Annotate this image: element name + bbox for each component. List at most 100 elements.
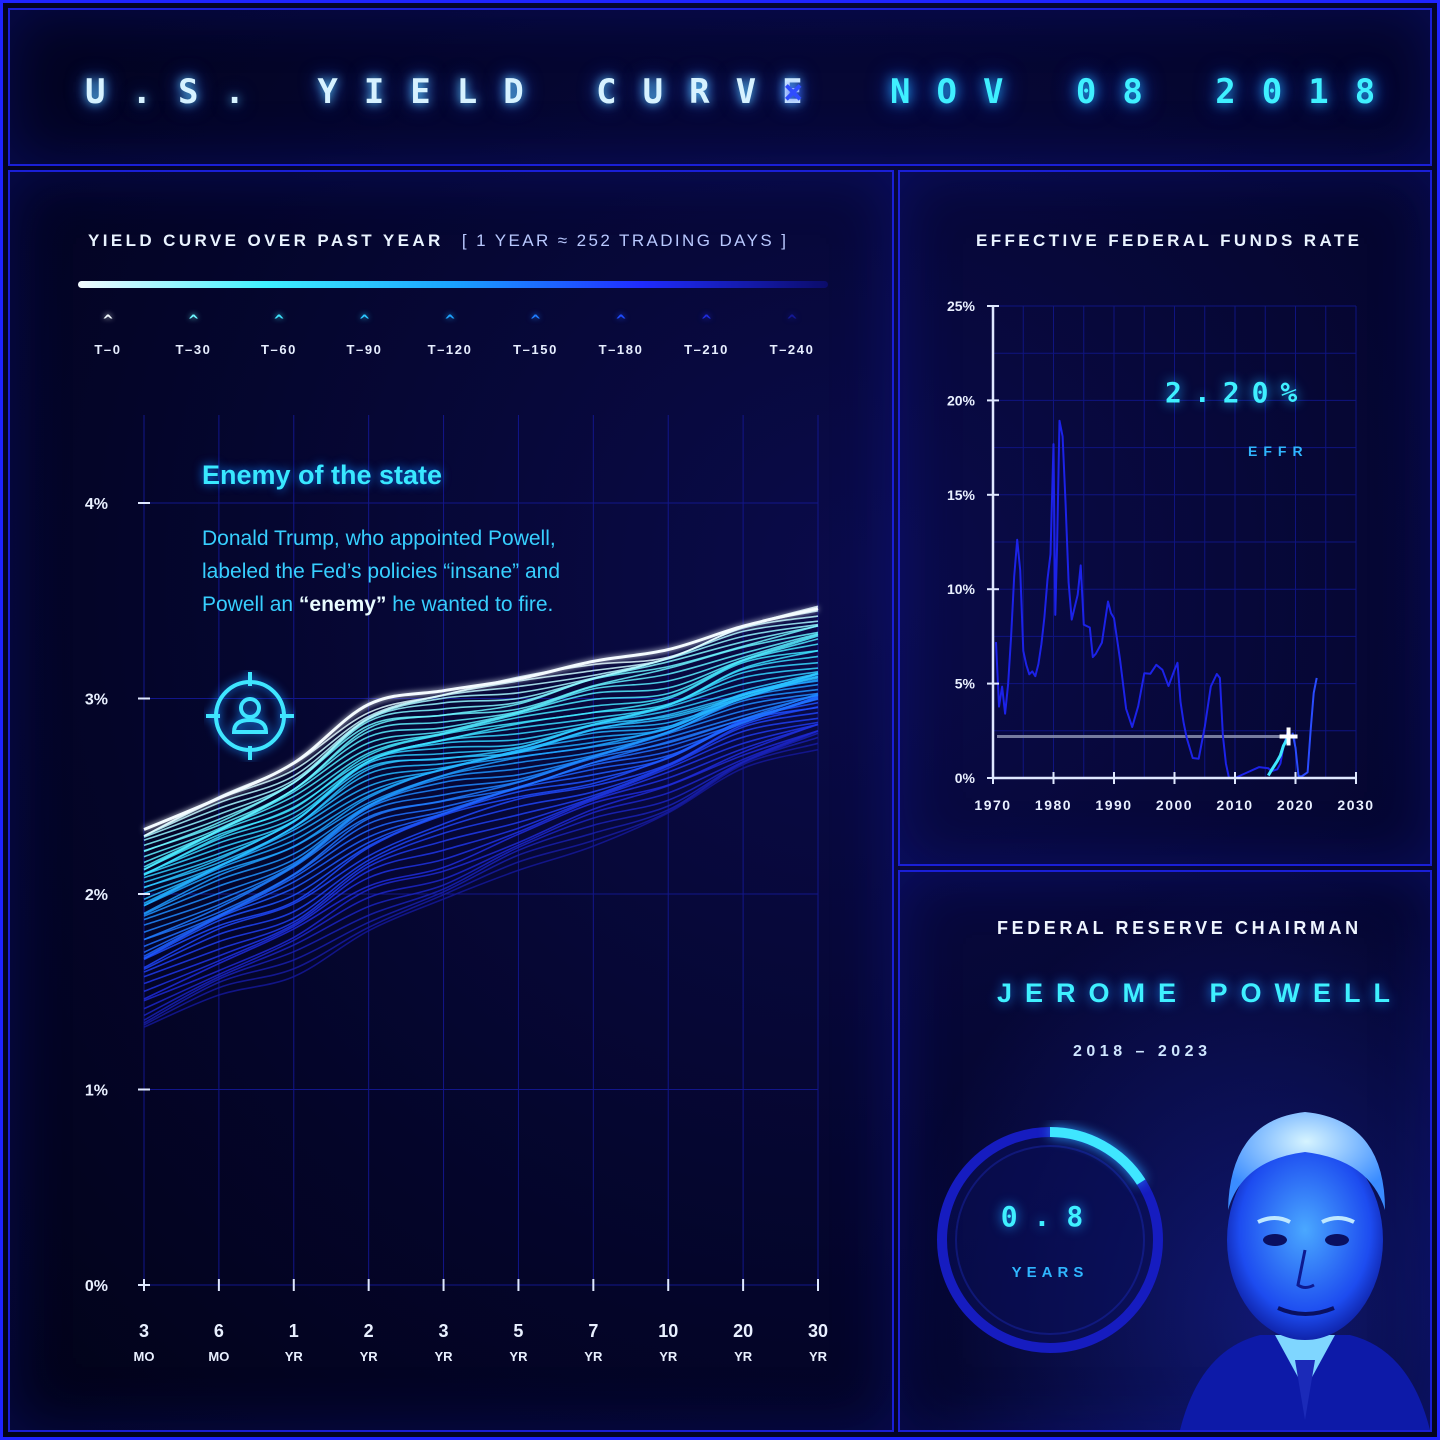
target-person-icon	[206, 672, 294, 760]
yield-series-line	[143, 671, 819, 879]
portrait-photo	[1180, 1112, 1430, 1430]
page-date: NOV 08 2018	[890, 72, 1402, 112]
x-tick-unit: YR	[734, 1349, 753, 1364]
yield-series-line	[143, 729, 819, 1010]
yield-series-line	[143, 748, 819, 1028]
annotation-title: Enemy of the state	[202, 460, 443, 490]
x-tick-label: 3	[139, 1321, 149, 1341]
yield-title: YIELD CURVE OVER PAST YEAR	[88, 231, 444, 250]
x-tick-unit: YR	[584, 1349, 603, 1364]
legend-gradient-bar	[78, 281, 828, 288]
yield-series-line	[143, 694, 819, 933]
yield-series-line	[143, 723, 819, 993]
yield-series-line	[143, 723, 819, 985]
effr-panel	[898, 170, 1432, 866]
legend-caret-icon: ^	[187, 313, 200, 329]
legend-item: ^ T–90	[325, 310, 405, 357]
yield-series-line	[143, 661, 819, 875]
annotation-emphasis: “enemy”	[298, 593, 387, 616]
yield-series-line	[143, 730, 819, 1017]
yield-series-line	[143, 678, 819, 915]
legend-label: T–210	[684, 342, 729, 357]
yield-section-title: YIELD CURVE OVER PAST YEAR [ 1 YEAR ≈ 25…	[88, 231, 788, 251]
legend-item: ^ T–0	[68, 310, 148, 357]
tenure-ring	[937, 1127, 1163, 1353]
y-tick-label: 2%	[85, 887, 108, 904]
yield-series-line	[143, 732, 819, 1021]
yield-series-line	[143, 680, 819, 907]
legend-caret-icon: ^	[700, 313, 713, 329]
legend-caret-icon: ^	[615, 313, 627, 329]
annotation-body: Donald Trump, who appointed Powell, labe…	[202, 522, 602, 621]
x-tick-label: 10	[658, 1321, 678, 1341]
yield-series-line	[143, 723, 819, 1000]
x-tick-label: 6	[214, 1321, 224, 1341]
title-separator: ×	[783, 72, 804, 112]
legend-caret-icon: ^	[273, 313, 285, 329]
legend-label: T–180	[598, 342, 644, 357]
yield-series-line	[143, 638, 819, 871]
yield-series-line	[143, 698, 819, 941]
legend-item: ^ T–60	[239, 310, 319, 357]
y-tick-label: 0%	[85, 1278, 108, 1295]
x-tick-unit: YR	[285, 1349, 304, 1364]
x-tick-label: 1	[289, 1321, 299, 1341]
yield-series-line	[143, 742, 819, 1026]
effr-value: 2.20%	[1165, 376, 1310, 409]
x-tick-unit: YR	[659, 1349, 678, 1364]
yield-subtitle: [ 1 YEAR ≈ 252 TRADING DAYS ]	[461, 231, 789, 250]
legend-caret-icon: ^	[102, 313, 114, 329]
yield-curve-chart: 0% 1% 2% 3% 4% 3 MO 6 MO 1 YR 2 YR 3 YR 5 YR 7 YR 10 YR 20 YR 3…	[85, 415, 828, 1364]
yield-series-line	[143, 624, 819, 853]
y-tick-label: 3%	[85, 692, 108, 709]
legend-label: T–240	[769, 342, 815, 357]
yield-series-line	[143, 693, 819, 941]
x-tick-unit: YR	[360, 1349, 379, 1364]
legend-caret-icon: ^	[358, 313, 371, 329]
legend-item: ^ T–240	[752, 310, 832, 357]
legend-label: T–0	[94, 342, 122, 357]
x-tick-unit: MO	[134, 1349, 155, 1364]
yield-series-line	[143, 625, 819, 847]
yield-series-line	[143, 649, 819, 871]
yield-series-line	[143, 643, 819, 871]
yield-series-line	[143, 695, 819, 954]
legend-label: T–30	[175, 342, 212, 357]
yield-series-line-latest	[143, 607, 819, 831]
yield-series-line	[143, 672, 819, 884]
yield-series-line	[143, 633, 819, 858]
legend-item: ^ T–120	[410, 310, 490, 357]
yield-series-line	[143, 620, 819, 838]
tenure-unit: YEARS	[1011, 1264, 1089, 1281]
legend-item: ^ T–30	[154, 310, 234, 357]
yield-series-line	[143, 721, 819, 978]
yield-series-line	[143, 692, 819, 921]
tenure-value: 0.8	[1000, 1200, 1100, 1233]
x-tick-label: 30	[808, 1321, 828, 1341]
legend-caret-icon: ^	[529, 313, 542, 329]
yield-curve-panel	[8, 170, 894, 1432]
x-tick-unit: YR	[435, 1349, 454, 1364]
x-tick-label: 2	[364, 1321, 374, 1341]
legend-item: ^ T–180	[581, 310, 661, 357]
page-title: U.S. YIELD CURVE	[85, 72, 829, 112]
yield-series-line	[143, 717, 819, 973]
yield-series-line	[143, 623, 819, 842]
effr-section-title: EFFECTIVE FEDERAL FUNDS RATE	[976, 231, 1363, 250]
legend-label: T–60	[260, 342, 298, 357]
legend-label: T–150	[513, 342, 558, 357]
yield-series-line	[143, 706, 819, 969]
chairman-term: 2018 – 2023	[1073, 1043, 1212, 1060]
legend-caret-icon: ^	[444, 313, 456, 329]
effr-label: EFFR	[1248, 443, 1309, 459]
legend-item: ^ T–150	[496, 310, 576, 357]
yield-series-line	[143, 736, 819, 1024]
annotation-text-2: he wanted to fire.	[386, 593, 554, 616]
chairman-name: JEROME POWELL	[997, 978, 1404, 1008]
tenure-progress-arc	[1049, 1127, 1146, 1185]
yield-series-line	[143, 631, 819, 852]
y-tick-label: 4%	[85, 496, 108, 513]
header-panel	[8, 8, 1432, 166]
x-tick-label: 3	[439, 1321, 449, 1341]
x-tick-label: 20	[733, 1321, 753, 1341]
